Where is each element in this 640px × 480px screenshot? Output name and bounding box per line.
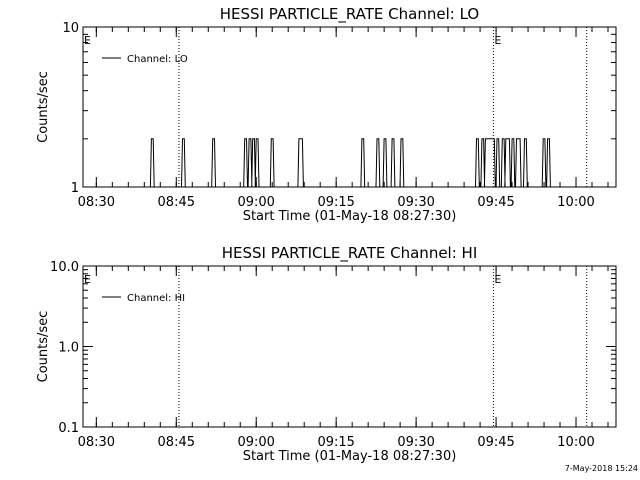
plot-frame [82, 265, 617, 428]
chart-panel: HESSI PARTICLE_RATE Channel: LO 1 10 Counts… [36, 5, 617, 224]
x-tick-label: 09:15 [317, 435, 354, 450]
x-tick-label: 10:00 [557, 435, 594, 450]
y-tick-label: 1 [71, 181, 79, 196]
plot-frame [82, 26, 617, 188]
legend-label: Channel: HI [127, 293, 185, 304]
chart-title: HESSI PARTICLE_RATE Channel: HI [222, 244, 478, 263]
x-tick-label: 10:00 [557, 195, 594, 210]
x-tick-label: 08:30 [78, 435, 115, 450]
y-tick-label: 10.0 [50, 260, 79, 275]
event-label: E [494, 34, 501, 47]
event-label: E [494, 273, 501, 286]
y-axis-label: Counts/sec [36, 71, 51, 143]
chart-title: HESSI PARTICLE_RATE Channel: LO [220, 5, 479, 24]
x-tick-label: 09:30 [397, 195, 434, 210]
y-tick-label: 10 [62, 21, 79, 36]
x-tick-label: 09:00 [237, 435, 274, 450]
chart-panel: HESSI PARTICLE_RATE Channel: HI 0.1 1.0 10.… [36, 244, 617, 464]
x-tick-label: 09:15 [317, 195, 354, 210]
y-tick-label: 1.0 [58, 341, 79, 356]
x-tick-label: 08:45 [158, 195, 195, 210]
x-tick-label: 08:45 [158, 435, 195, 450]
legend-label: Channel: LO [127, 54, 188, 65]
x-tick-label: 09:00 [237, 195, 274, 210]
footer-timestamp: 7-May-2018 15:24 [564, 464, 638, 473]
event-marker-label: E [84, 34, 91, 47]
x-axis-label: Start Time (01-May-18 08:27:30) [243, 209, 457, 224]
series-line [93, 138, 560, 188]
x-tick-label: 09:45 [477, 195, 514, 210]
x-axis-label: Start Time (01-May-18 08:27:30) [243, 449, 457, 464]
event-marker-label: E [84, 273, 91, 286]
y-axis-label: Counts/sec [36, 311, 51, 383]
x-tick-label: 09:30 [397, 435, 434, 450]
x-tick-label: 09:45 [477, 435, 514, 450]
x-tick-label: 08:30 [78, 195, 115, 210]
y-tick-label: 0.1 [58, 421, 79, 436]
